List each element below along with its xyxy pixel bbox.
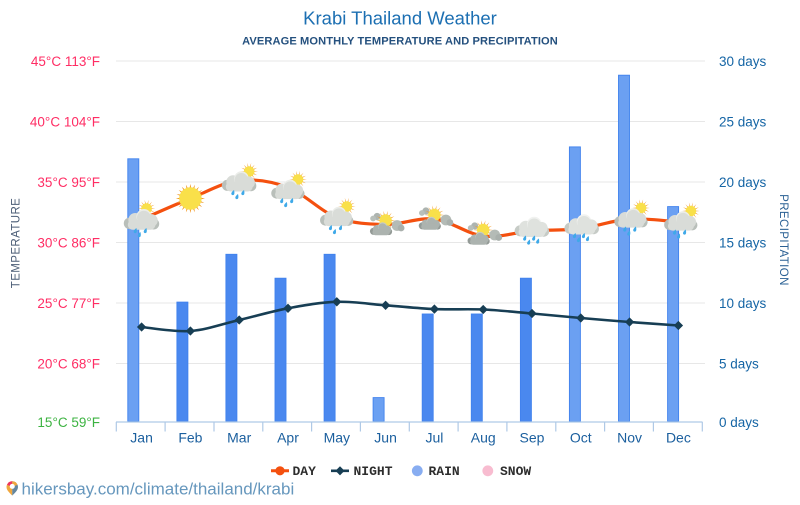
svg-text:NIGHT: NIGHT: [354, 464, 393, 479]
svg-text:25 days: 25 days: [719, 114, 767, 129]
svg-text:Krabi Thailand Weather: Krabi Thailand Weather: [303, 8, 497, 29]
svg-text:PRECIPITATION: PRECIPITATION: [777, 194, 789, 286]
svg-text:20°C 68°F: 20°C 68°F: [37, 356, 100, 371]
svg-text:DAY: DAY: [293, 464, 317, 479]
svg-text:Feb: Feb: [178, 430, 202, 446]
svg-text:AVERAGE MONTHLY TEMPERATURE AN: AVERAGE MONTHLY TEMPERATURE AND PRECIPIT…: [242, 36, 558, 48]
svg-text:TEMPERATURE: TEMPERATURE: [11, 198, 23, 288]
svg-text:May: May: [324, 430, 350, 446]
svg-text:RAIN: RAIN: [429, 464, 460, 479]
svg-text:Jul: Jul: [425, 430, 443, 446]
svg-text:15°C 59°F: 15°C 59°F: [37, 415, 100, 430]
svg-text:Oct: Oct: [570, 430, 592, 446]
svg-text:30 days: 30 days: [719, 54, 767, 69]
svg-text:45°C 113°F: 45°C 113°F: [31, 54, 100, 69]
svg-text:5 days: 5 days: [719, 356, 759, 371]
svg-text:Nov: Nov: [617, 430, 642, 446]
svg-text:Jun: Jun: [374, 430, 397, 446]
svg-text:35°C 95°F: 35°C 95°F: [37, 175, 100, 190]
svg-text:Dec: Dec: [666, 430, 691, 446]
svg-text:0 days: 0 days: [719, 415, 759, 430]
svg-text:10 days: 10 days: [719, 296, 767, 311]
svg-text:SNOW: SNOW: [500, 464, 531, 479]
svg-text:Aug: Aug: [471, 430, 496, 446]
svg-text:Jan: Jan: [130, 430, 153, 446]
svg-text:30°C 86°F: 30°C 86°F: [37, 235, 100, 250]
svg-text:15 days: 15 days: [719, 235, 767, 250]
svg-text:hikersbay.com/climate/thailand: hikersbay.com/climate/thailand/krabi: [22, 479, 295, 498]
svg-text:40°C 104°F: 40°C 104°F: [30, 114, 100, 129]
svg-text:20 days: 20 days: [719, 175, 767, 190]
svg-text:Mar: Mar: [227, 430, 251, 446]
svg-text:25°C 77°F: 25°C 77°F: [37, 296, 100, 311]
svg-text:Apr: Apr: [277, 430, 299, 446]
svg-text:Sep: Sep: [520, 430, 545, 446]
